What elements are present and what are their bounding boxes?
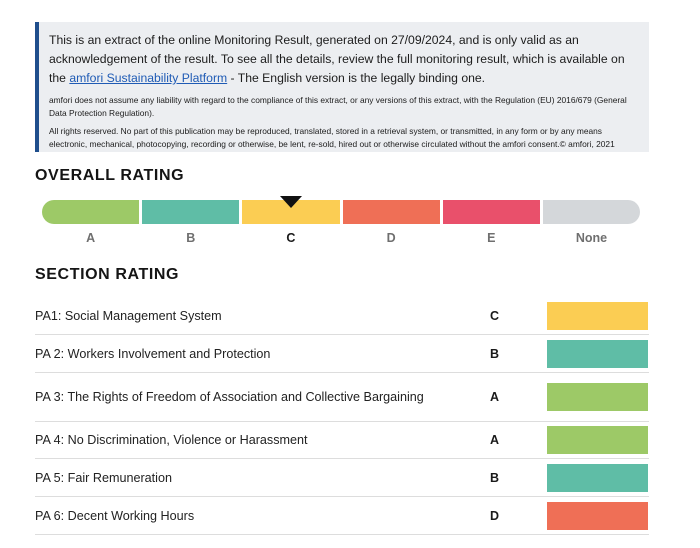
rating-scale-labels: A B C D E None — [42, 231, 640, 245]
section-row: PA1: Social Management System C — [35, 298, 649, 335]
section-grade: B — [490, 470, 500, 485]
section-name: PA 3: The Rights of Freedom of Associati… — [35, 390, 424, 404]
section-grade: D — [490, 508, 500, 523]
grade-color-swatch — [547, 302, 648, 330]
rating-segment-d — [342, 200, 440, 224]
section-rating-list: PA1: Social Management System C PA 2: Work… — [35, 298, 649, 535]
section-row: PA 2: Workers Involvement and Protection… — [35, 335, 649, 373]
rating-scale — [42, 200, 641, 224]
section-grade: C — [490, 309, 500, 323]
rating-label-e: E — [487, 231, 496, 245]
grade-color-swatch — [547, 339, 648, 368]
grade-color-swatch — [547, 383, 648, 411]
rating-label-d: D — [386, 231, 396, 245]
overall-rating-heading: OVERALL RATING — [35, 167, 185, 184]
rating-label-c: C — [286, 231, 296, 245]
section-rating-heading: SECTION RATING — [35, 266, 180, 283]
notice-text: This is an extract of the online Monitor… — [49, 31, 637, 88]
rating-label-a: A — [86, 231, 96, 245]
gdpr-disclaimer: amfori does not assume any liability wit… — [49, 95, 627, 118]
copyright-notice: All rights reserved. No part of this pub… — [49, 126, 615, 149]
notice-box: This is an extract of the online Monitor… — [35, 22, 649, 152]
section-grade: A — [490, 433, 500, 447]
notice-text-post: - The English version is the legally bin… — [227, 71, 486, 85]
section-name: PA 4: No Discrimination, Violence or Har… — [35, 433, 308, 447]
current-rating-marker-icon — [280, 196, 302, 208]
rating-segment-none — [542, 200, 641, 224]
platform-link[interactable]: amfori Sustainability Platform — [69, 71, 228, 85]
section-grade: B — [490, 346, 500, 361]
rating-segment-b — [142, 200, 240, 224]
rating-segment-e — [442, 200, 540, 224]
section-name: PA 6: Decent Working Hours — [35, 508, 195, 523]
rating-segment-a — [42, 200, 140, 224]
grade-color-swatch — [547, 463, 648, 492]
grade-color-swatch — [547, 426, 648, 454]
section-name: PA 5: Fair Remuneration — [35, 470, 172, 485]
section-grade: A — [490, 390, 500, 404]
section-name: PA1: Social Management System — [35, 309, 222, 323]
rating-label-b: B — [186, 231, 196, 245]
rating-label-none: None — [575, 231, 608, 245]
section-row: PA 3: The Rights of Freedom of Associati… — [35, 373, 649, 422]
notice-text-pre: This is an extract of the online Monitor… — [49, 33, 625, 85]
section-row: PA 5: Fair Remuneration B — [35, 459, 649, 497]
section-row: PA 4: No Discrimination, Violence or Har… — [35, 422, 649, 459]
section-row: PA 6: Decent Working Hours D — [35, 497, 649, 535]
grade-color-swatch — [547, 501, 648, 530]
section-name: PA 2: Workers Involvement and Protection — [35, 346, 271, 361]
